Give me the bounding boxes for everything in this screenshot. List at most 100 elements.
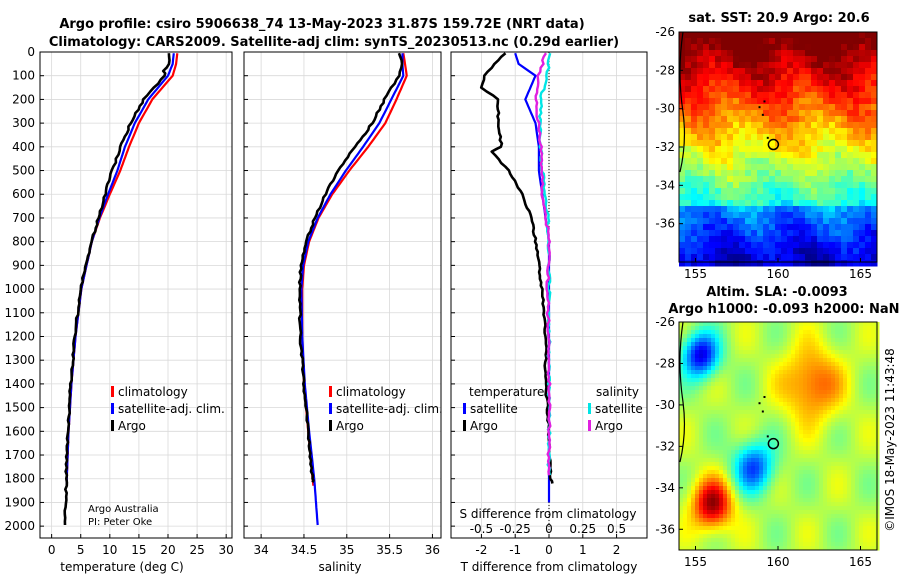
map-cell <box>683 426 688 431</box>
map-cell <box>739 188 746 195</box>
map-cell <box>763 334 768 339</box>
map-cell <box>795 538 800 543</box>
map-cell <box>783 434 788 439</box>
map-cell <box>751 374 756 379</box>
map-cell <box>827 494 832 499</box>
map-cell <box>745 50 752 57</box>
map-cell <box>731 454 736 459</box>
map-cell <box>699 510 704 515</box>
map-cell <box>791 534 796 539</box>
map-cell <box>739 182 746 189</box>
map-cell <box>747 334 752 339</box>
map-cell <box>851 514 856 519</box>
map-cell <box>787 350 792 355</box>
map-cell <box>799 182 806 189</box>
map-cell <box>719 366 724 371</box>
map-cell <box>679 50 686 57</box>
map-cell <box>807 518 812 523</box>
series-line-t-argo <box>479 52 554 484</box>
map-cell <box>859 32 866 39</box>
map-cell <box>721 170 728 177</box>
map-cell <box>791 394 796 399</box>
map-cell <box>731 474 736 479</box>
temperature-legend: climatology satellite-adj. clim. Argo <box>111 385 225 433</box>
map-cell <box>787 92 794 99</box>
map-cell <box>829 122 836 129</box>
map-cell <box>843 534 848 539</box>
map-cell <box>771 502 776 507</box>
map-cell <box>707 446 712 451</box>
map-cell <box>807 414 812 419</box>
map-cell <box>755 546 760 551</box>
map-cell <box>691 206 698 213</box>
map-cell <box>815 398 820 403</box>
map-cell <box>841 92 848 99</box>
map-cell <box>819 446 824 451</box>
map-cell <box>867 458 872 463</box>
map-cell <box>727 470 732 475</box>
map-cell <box>691 134 698 141</box>
map-cell <box>751 50 758 57</box>
map-cell <box>781 236 788 243</box>
map-cell <box>835 128 842 135</box>
map-cell <box>763 410 768 415</box>
map-cell <box>679 218 686 225</box>
map-cell <box>787 434 792 439</box>
map-cell <box>751 386 756 391</box>
map-cell <box>811 342 816 347</box>
map-cell <box>811 354 816 359</box>
map-cell <box>839 426 844 431</box>
map-cell <box>805 68 812 75</box>
map-cell <box>695 462 700 467</box>
map-cell <box>767 342 772 347</box>
map-cell <box>775 158 782 165</box>
map-cell <box>781 152 788 159</box>
map-cell <box>851 530 856 535</box>
map-cell <box>771 354 776 359</box>
map-cell <box>715 212 722 219</box>
map-cell <box>751 546 756 551</box>
map-cell <box>751 56 758 63</box>
map-cell <box>703 446 708 451</box>
legend-swatch-argo <box>329 420 332 431</box>
map-cell <box>851 474 856 479</box>
map-cell <box>735 346 740 351</box>
map-cell <box>843 542 848 547</box>
map-cell <box>817 110 824 117</box>
map-cell <box>715 466 720 471</box>
map-cell <box>691 122 698 129</box>
map-cell <box>751 514 756 519</box>
map-cell <box>751 458 756 463</box>
map-cell <box>835 32 842 39</box>
map-cell <box>769 170 776 177</box>
map-cell <box>715 260 722 267</box>
map-cell <box>791 502 796 507</box>
argo-position-marker <box>767 437 780 450</box>
map-cell <box>811 188 818 195</box>
map-cell <box>839 502 844 507</box>
map-cell <box>823 346 828 351</box>
map-cell <box>757 74 764 81</box>
map-cell <box>863 346 868 351</box>
map-cell <box>795 346 800 351</box>
map-cell <box>743 514 748 519</box>
map-cell <box>827 470 832 475</box>
map-cell <box>807 378 812 383</box>
map-cell <box>755 418 760 423</box>
map-cell <box>847 462 852 467</box>
map-cell <box>799 538 804 543</box>
map-cell <box>841 158 848 165</box>
map-cell <box>775 212 782 219</box>
map-cell <box>723 374 728 379</box>
map-cell <box>755 490 760 495</box>
map-cell <box>863 338 868 343</box>
map-cell <box>867 394 872 399</box>
map-cell <box>811 158 818 165</box>
map-cell <box>819 342 824 347</box>
map-cell <box>763 74 770 81</box>
map-cell <box>791 398 796 403</box>
map-cell <box>865 128 872 135</box>
map-cell <box>763 200 770 207</box>
map-cell <box>795 354 800 359</box>
map-cell <box>679 434 684 439</box>
